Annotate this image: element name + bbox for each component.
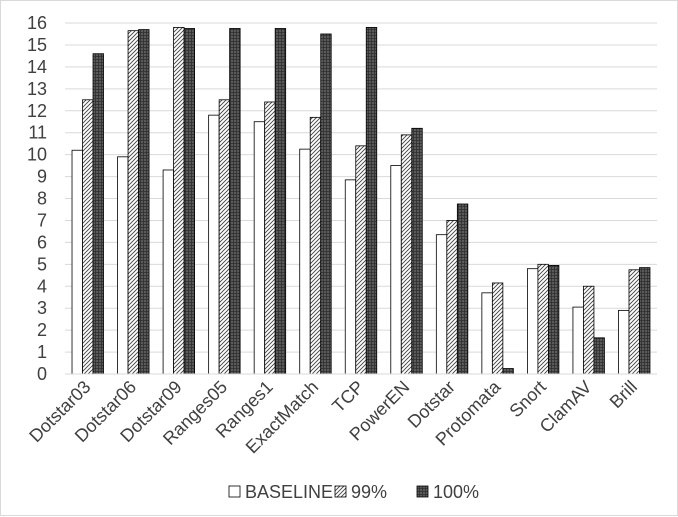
bar-baseline-brill — [618, 309, 630, 375]
bar-baseline-clamav — [572, 306, 584, 375]
legend-label: BASELINE — [245, 482, 333, 502]
y-tick-label: 6 — [37, 232, 47, 252]
y-tick-label: 1 — [37, 342, 47, 362]
y-tick-label: 4 — [37, 276, 47, 296]
legend-label: 100% — [433, 482, 479, 502]
bar-100pct-protomata — [502, 368, 514, 375]
bar-baseline-protomata — [481, 292, 493, 375]
legend: BASELINE 99% 100% — [228, 482, 479, 502]
bar-99pct-clamav — [583, 285, 595, 375]
y-tick-label: 15 — [27, 35, 47, 55]
bar-99pct-ranges05 — [218, 99, 231, 375]
x-axis-labels: Dotstar03Dotstar06Dotstar09Ranges05Range… — [25, 376, 641, 457]
x-tick-label: TCP — [328, 377, 368, 417]
bar-99pct-ranges1 — [264, 101, 276, 375]
y-tick-label: 16 — [27, 13, 47, 33]
bar-99pct-snort — [537, 263, 549, 375]
x-tick-label: Brill — [606, 377, 641, 412]
bar-99pct-dotstar09 — [173, 26, 185, 375]
bar-99pct-dotstar03 — [82, 99, 94, 375]
bar-99pct-brill — [628, 269, 640, 375]
bar-baseline-ranges05 — [208, 114, 220, 375]
legend-swatch — [334, 485, 347, 498]
bar-baseline-poweren — [390, 165, 402, 375]
bar-100pct-dotstar09 — [183, 28, 195, 375]
y-tick-label: 9 — [37, 167, 47, 187]
bar-baseline-ranges1 — [253, 121, 266, 375]
y-tick-label: 12 — [27, 101, 47, 121]
bar-baseline-snort — [527, 268, 539, 375]
legend-swatch — [228, 485, 241, 498]
y-tick-label: 10 — [27, 145, 47, 165]
bar-100pct-ranges1 — [274, 28, 287, 375]
y-tick-label: 3 — [37, 298, 47, 318]
bar-100pct-dotstar03 — [92, 53, 104, 375]
y-tick-label: 5 — [37, 254, 47, 274]
y-tick-label: 2 — [37, 320, 47, 340]
bar-99pct-dotstar — [446, 220, 458, 375]
y-tick-label: 8 — [37, 189, 47, 209]
bar-100pct-snort — [548, 265, 560, 375]
bar-100pct-dotstar06 — [138, 29, 150, 375]
y-tick-label: 7 — [37, 210, 47, 230]
bar-99pct-tcp — [355, 145, 367, 375]
bar-100pct-tcp — [365, 26, 378, 375]
bar-99pct-poweren — [400, 134, 413, 375]
bar-baseline-dotstar — [435, 234, 448, 375]
bar-baseline-dotstar06 — [117, 156, 129, 375]
y-tick-label: 13 — [27, 79, 47, 99]
bar-99pct-dotstar06 — [127, 30, 139, 375]
bar-baseline-dotstar03 — [71, 149, 83, 375]
bar-100pct-dotstar — [456, 203, 469, 375]
y-tick-label: 14 — [27, 57, 47, 77]
bar-baseline-dotstar09 — [162, 169, 174, 375]
bar-100pct-exactmatch — [320, 33, 332, 375]
y-tick-label: 0 — [37, 364, 47, 384]
bar-baseline-tcp — [344, 179, 357, 375]
bar-100pct-brill — [639, 267, 651, 375]
legend-label: 99% — [351, 482, 387, 502]
y-tick-label: 11 — [28, 123, 47, 143]
bar-99pct-protomata — [491, 282, 504, 375]
bar-100pct-ranges05 — [229, 28, 241, 375]
bar-100pct-clamav — [593, 337, 605, 375]
bar-99pct-exactmatch — [309, 116, 322, 375]
legend-swatch — [416, 485, 429, 498]
bar-baseline-exactmatch — [299, 148, 311, 375]
bar-100pct-poweren — [411, 127, 423, 375]
bars — [71, 26, 651, 375]
